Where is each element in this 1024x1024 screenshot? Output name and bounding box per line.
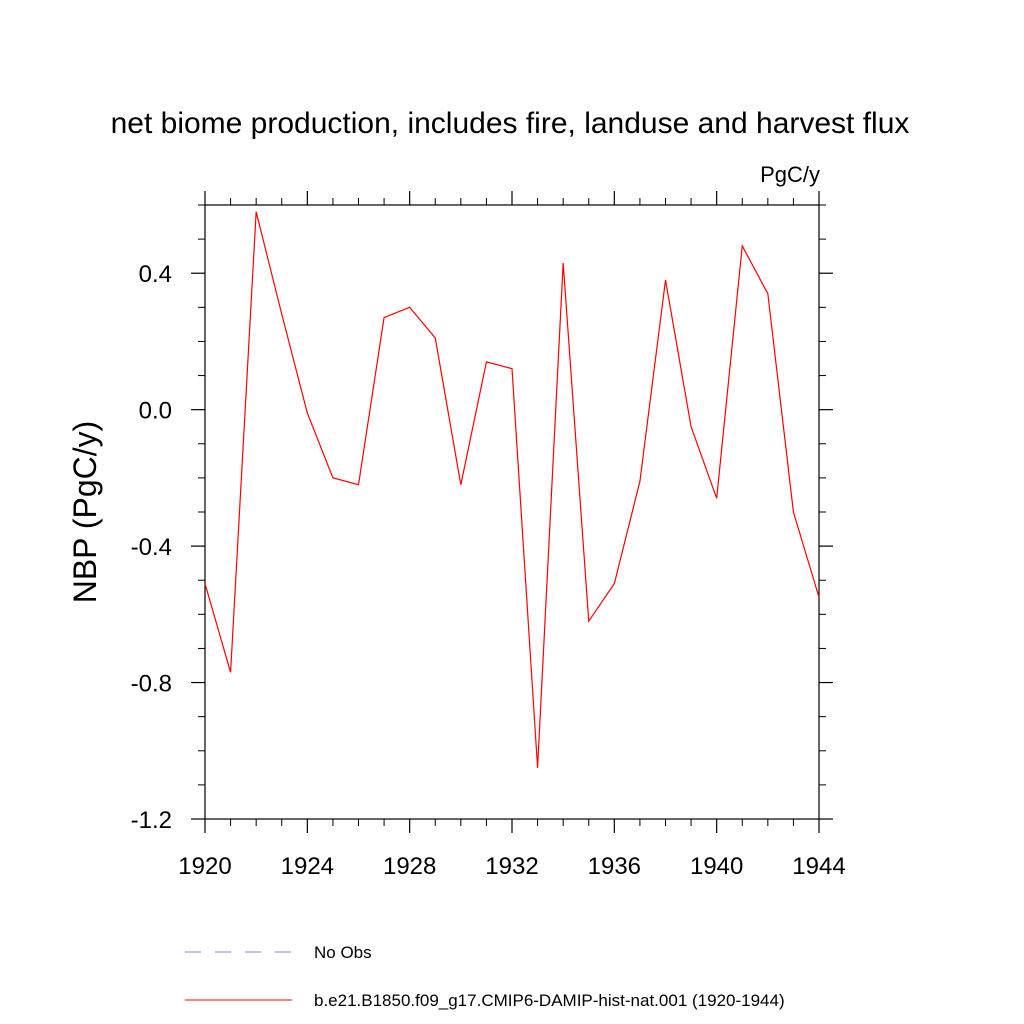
x-tick-label: 1944 — [792, 853, 845, 880]
y-axis-label: NBP (PgC/y) — [67, 421, 103, 604]
x-tick-label: 1928 — [383, 853, 436, 880]
x-tick-label: 1940 — [690, 853, 743, 880]
y-tick-label: 0.4 — [139, 261, 172, 288]
y-tick-label: 0.0 — [139, 398, 172, 425]
units-label: PgC/y — [760, 162, 820, 187]
x-tick-label: 1920 — [178, 853, 231, 880]
legend: No Obs b.e21.B1850.f09_g17.CMIP6-DAMIP-hi… — [185, 943, 785, 1010]
x-tick-label: 1924 — [281, 853, 334, 880]
x-tick-label: 1936 — [588, 853, 641, 880]
series-line — [204, 211, 820, 768]
legend-label-1: b.e21.B1850.f09_g17.CMIP6-DAMIP-hist-nat… — [314, 991, 785, 1010]
y-tick-label: -1.2 — [131, 807, 172, 834]
plot-border — [204, 204, 820, 820]
y-tick-label: -0.8 — [131, 671, 172, 698]
legend-label-0: No Obs — [314, 943, 372, 962]
y-tick-label: -0.4 — [131, 534, 172, 561]
x-tick-label: 1932 — [485, 853, 538, 880]
chart-title: net biome production, includes fire, lan… — [111, 107, 910, 140]
